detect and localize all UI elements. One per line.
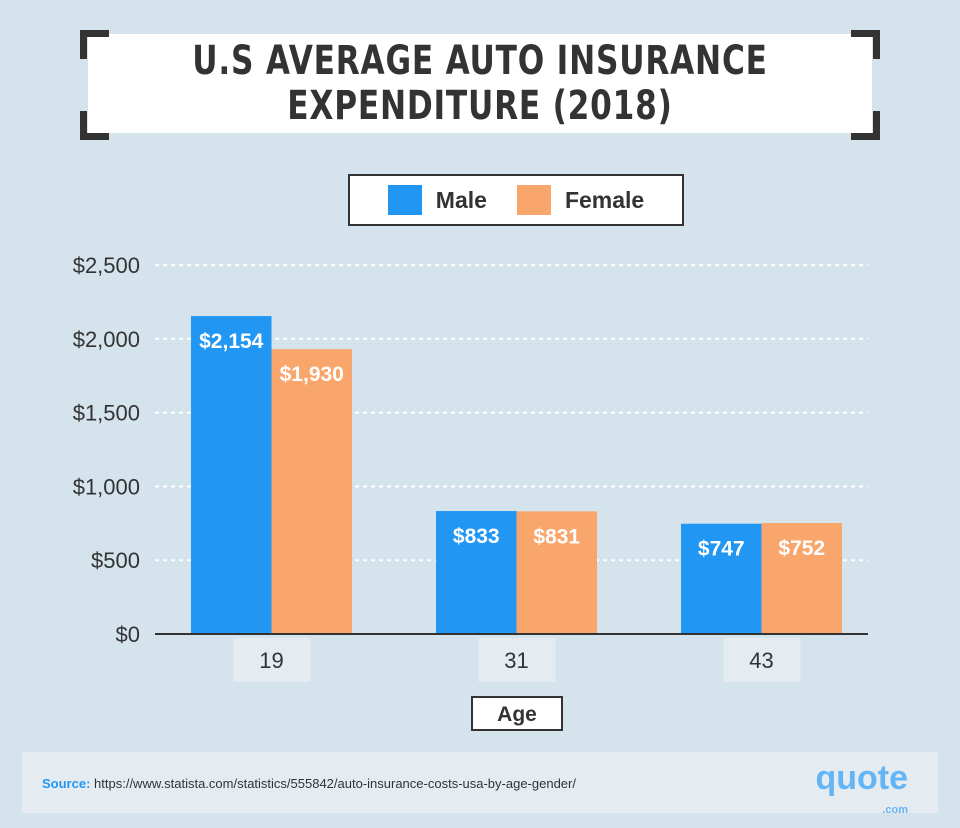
source-label: Source: bbox=[42, 776, 91, 791]
x-tick-label: 31 bbox=[504, 648, 528, 673]
bar-female bbox=[516, 511, 597, 634]
bar-male bbox=[436, 511, 517, 634]
legend-swatch-male bbox=[387, 185, 422, 215]
bracket-top-left bbox=[80, 30, 109, 59]
y-tick-label: $1,500 bbox=[73, 401, 140, 426]
data-label: $747 bbox=[698, 538, 745, 561]
legend: Male Female bbox=[348, 174, 684, 226]
y-tick-label: $0 bbox=[116, 622, 140, 647]
x-tick-box bbox=[478, 638, 556, 682]
source-url[interactable]: https://www.statista.com/statistics/5558… bbox=[94, 776, 576, 791]
x-tick-box bbox=[233, 638, 311, 682]
chart-title: U.S AVERAGE AUTO INSURANCE EXPENDITURE (… bbox=[192, 37, 768, 129]
x-tick-label: 19 bbox=[259, 648, 283, 673]
x-axis-label: Age bbox=[497, 703, 537, 726]
data-label: $2,154 bbox=[199, 330, 264, 353]
x-tick-box bbox=[723, 638, 801, 682]
bar-chart: $0 $500 $1,000 $1,500 $2,000 $2,500 $2,154 $1,9… bbox=[73, 253, 868, 731]
bracket-bottom-left bbox=[80, 111, 109, 140]
x-axis-label-box bbox=[471, 696, 563, 731]
bracket-top-right bbox=[851, 30, 880, 59]
legend-label-male: Male bbox=[435, 186, 487, 213]
y-tick-label: $500 bbox=[91, 548, 140, 573]
legend-item-male: Male bbox=[387, 185, 487, 215]
bar-male bbox=[191, 316, 272, 634]
data-label: $1,930 bbox=[280, 363, 344, 386]
legend-label-female: Female bbox=[564, 186, 645, 213]
y-tick-label: $1,000 bbox=[73, 474, 140, 499]
bar-female bbox=[761, 523, 842, 634]
footer: Source: https://www.statista.com/statist… bbox=[22, 752, 938, 816]
y-tick-label: $2,500 bbox=[73, 253, 140, 278]
title-box: U.S AVERAGE AUTO INSURANCE EXPENDITURE (… bbox=[88, 34, 872, 133]
x-tick-label: 43 bbox=[749, 648, 773, 673]
quote-logo: quote .com bbox=[815, 759, 908, 816]
legend-swatch-female bbox=[516, 185, 551, 215]
legend-item-female: Female bbox=[516, 185, 645, 215]
data-label: $831 bbox=[533, 525, 580, 548]
data-label: $752 bbox=[778, 537, 825, 560]
bar-female bbox=[271, 349, 352, 634]
bar-male bbox=[681, 523, 762, 634]
bracket-bottom-right bbox=[851, 111, 880, 140]
y-tick-label: $2,000 bbox=[73, 327, 140, 352]
data-label: $833 bbox=[453, 525, 500, 548]
source-text: Source: https://www.statista.com/statist… bbox=[42, 776, 576, 791]
